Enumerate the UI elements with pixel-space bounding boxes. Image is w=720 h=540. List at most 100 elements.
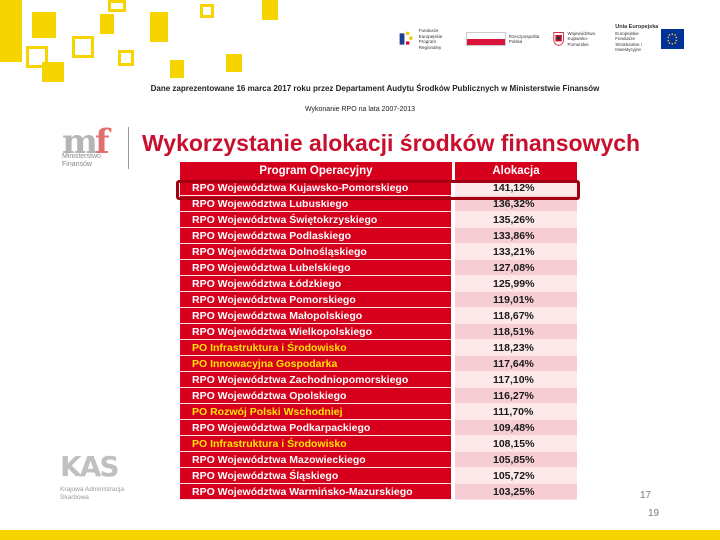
allocation-cell: 111,70%: [455, 404, 577, 420]
allocation-cell: 105,72%: [455, 468, 577, 484]
woj-line-2: Kujawsko-Pomorskie: [567, 36, 589, 47]
table-body: RPO Województwa Kujawsko-Pomorskiego 141,…: [180, 180, 577, 500]
ue-line-1: Unia Europejska: [615, 24, 659, 31]
allocation-cell: 133,21%: [455, 244, 577, 260]
rp-line-1: Rzeczpospolita: [508, 33, 540, 39]
table-row: RPO Województwa Lubelskiego 127,08%: [180, 260, 577, 276]
deco-square: [170, 60, 184, 78]
kas-text-2: Skarbowa: [60, 494, 89, 501]
program-name-cell: RPO Województwa Kujawsko-Pomorskiego: [180, 180, 452, 196]
table-row: RPO Województwa Dolnośląskiego 133,21%: [180, 244, 577, 260]
page-number: 19: [648, 508, 660, 519]
deco-square-outline: [118, 50, 134, 66]
allocation-cell: 118,23%: [455, 340, 577, 356]
mf-mark-m: m: [62, 122, 98, 162]
kas-text-1: Krajowa Administracja: [60, 486, 124, 493]
program-name-cell: RPO Województwa Lubelskiego: [180, 260, 452, 276]
table-row: RPO Województwa Kujawsko-Pomorskiego 141,…: [180, 180, 577, 196]
page-number-inner: 17: [640, 490, 652, 501]
deco-square-outline: [108, 0, 126, 12]
mf-divider: [128, 127, 129, 169]
allocation-cell: 141,12%: [455, 180, 577, 196]
mf-mark: mf: [62, 122, 110, 162]
allocation-cell: 116,27%: [455, 388, 577, 404]
ue-line-3: Strukturalne i Inwestycyjne: [615, 41, 642, 53]
allocation-cell: 117,10%: [455, 372, 577, 388]
allocation-cell: 127,08%: [455, 260, 577, 276]
deco-square-outline: [72, 36, 94, 58]
program-name-cell: RPO Województwa Warmińsko-Mazurskiego: [180, 484, 452, 500]
deco-square: [100, 14, 114, 34]
rp-logo: Rzeczpospolita Polska: [465, 32, 540, 46]
allocation-table: Program Operacyjny Alokacja RPO Wojewódz…: [180, 162, 577, 500]
allocation-cell: 108,15%: [455, 436, 577, 452]
table-row: RPO Województwa Wielkopolskiego 118,51%: [180, 324, 577, 340]
program-name-cell: PO Rozwój Polski Wschodniej: [180, 404, 452, 420]
table-row: RPO Województwa Pomorskiego 119,01%: [180, 292, 577, 308]
allocation-cell: 118,67%: [455, 308, 577, 324]
program-name-cell: RPO Województwa Zachodniopomorskiego: [180, 372, 452, 388]
program-name-cell: RPO Województwa Opolskiego: [180, 388, 452, 404]
fe-line-3: Program Regionalny: [418, 39, 442, 50]
fe-line-1: Fundusze: [418, 28, 439, 33]
table-row: RPO Województwa Mazowieckiego 105,85%: [180, 452, 577, 468]
header-program: Program Operacyjny: [180, 162, 452, 180]
allocation-cell: 105,85%: [455, 452, 577, 468]
deco-square: [262, 0, 278, 20]
deco-square: [226, 54, 242, 72]
allocation-cell: 133,86%: [455, 228, 577, 244]
mf-logo: mf Ministerstwo Finansów: [60, 125, 140, 175]
ue-logo: Unia Europejska Europejskie Fundusze Str…: [615, 25, 684, 53]
allocation-cell: 136,32%: [455, 196, 577, 212]
rp-line-2: Polska: [508, 39, 523, 44]
kas-mark: KAS: [60, 450, 120, 483]
allocation-cell: 119,01%: [455, 292, 577, 308]
woj-logo: Województwo Kujawsko-Pomorskie: [553, 30, 601, 48]
program-name-cell: RPO Województwa Dolnośląskiego: [180, 244, 452, 260]
deco-square: [42, 62, 64, 82]
table-row: RPO Województwa Śląskiego 105,72%: [180, 468, 577, 484]
table-row: RPO Województwa Małopolskiego 118,67%: [180, 308, 577, 324]
bottom-bar: [0, 530, 720, 540]
allocation-cell: 103,25%: [455, 484, 577, 500]
funding-logos: Fundusze Europejskie Program Regionalny …: [398, 22, 698, 56]
table-row: RPO Województwa Łódzkiego 125,99%: [180, 276, 577, 292]
program-name-cell: RPO Województwa Lubuskiego: [180, 196, 452, 212]
program-name-cell: RPO Województwa Podkarpackiego: [180, 420, 452, 436]
deco-square-outline: [26, 46, 48, 68]
source-caption: Dane zaprezentowane 16 marca 2017 roku p…: [150, 84, 600, 93]
table-row: PO Infrastruktura i Środowisko 108,15%: [180, 436, 577, 452]
highlight-box: [176, 180, 580, 200]
program-name-cell: PO Infrastruktura i Środowisko: [180, 436, 452, 452]
fe-icon: [399, 31, 413, 45]
polish-flag-icon: [465, 32, 506, 46]
program-name-cell: PO Innowacyjna Gospodarka: [180, 356, 452, 372]
table-row: RPO Województwa Podlaskiego 133,86%: [180, 228, 577, 244]
program-name-cell: RPO Województwa Pomorskiego: [180, 292, 452, 308]
table-row: RPO Województwa Opolskiego 116,27%: [180, 388, 577, 404]
table-row: RPO Województwa Lubuskiego 136,32%: [180, 196, 577, 212]
program-name-cell: RPO Województwa Wielkopolskiego: [180, 324, 452, 340]
allocation-cell: 135,26%: [455, 212, 577, 228]
program-name-cell: RPO Województwa Mazowieckiego: [180, 452, 452, 468]
table-row: RPO Województwa Warmińsko-Mazurskiego 103…: [180, 484, 577, 500]
deco-square: [150, 12, 168, 42]
table-row: PO Rozwój Polski Wschodniej 111,70%: [180, 404, 577, 420]
table-row: RPO Województwa Podkarpackiego 109,48%: [180, 420, 577, 436]
program-name-cell: RPO Województwa Łódzkiego: [180, 276, 452, 292]
crest-icon: [553, 32, 565, 46]
fe-logo: Fundusze Europejskie Program Regionalny: [398, 28, 452, 50]
table-row: PO Innowacyjna Gospodarka 117,64%: [180, 356, 577, 372]
program-name-cell: RPO Województwa Świętokrzyskiego: [180, 212, 452, 228]
fe-line-2: Europejskie: [418, 33, 443, 39]
ue-line-2: Europejskie Fundusze: [615, 30, 639, 42]
eu-flag-icon: [661, 29, 684, 49]
allocation-cell: 109,48%: [455, 420, 577, 436]
table-row: RPO Województwa Zachodniopomorskiego 117,…: [180, 372, 577, 388]
header-allocation: Alokacja: [455, 162, 577, 180]
allocation-cell: 118,51%: [455, 324, 577, 340]
woj-line-1: Województwo: [567, 30, 596, 36]
kas-logo: KAS Krajowa Administracja Skarbowa: [60, 452, 160, 512]
deco-square: [32, 12, 56, 38]
